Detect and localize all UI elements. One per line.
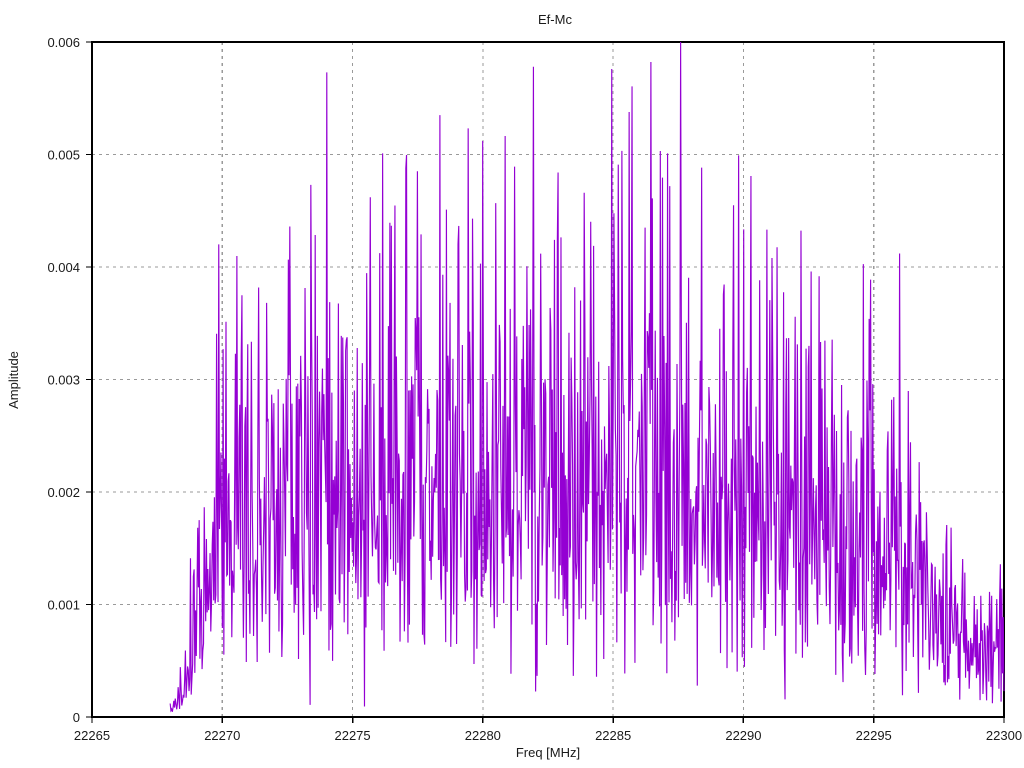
y-tick-label: 0.002: [47, 485, 80, 500]
y-tick-label: 0.003: [47, 373, 80, 388]
x-tick-label: 22275: [334, 728, 370, 743]
tick-marks: [86, 41, 1005, 723]
data-series-ef-mc: [169, 41, 1005, 713]
y-tick-label: 0.005: [47, 148, 80, 163]
x-tick-label: 22285: [595, 728, 631, 743]
x-tick-label: 22270: [204, 728, 240, 743]
x-tick-label: 22290: [725, 728, 761, 743]
x-axis-label: Freq [MHz]: [516, 745, 580, 760]
x-tick-label: 22295: [856, 728, 892, 743]
x-tick-label: 22280: [465, 728, 501, 743]
y-axis-tick-labels: 0 0.001 0.002 0.003 0.004 0.005 0.006: [47, 35, 80, 725]
x-axis-tick-labels: 22265 22270 22275 22280 22285 22290 22295 22300: [74, 728, 1022, 743]
x-tick-label: 22265: [74, 728, 110, 743]
plot-border: [91, 41, 1005, 718]
y-axis-label: Amplitude: [6, 351, 21, 409]
spectrum-trace: [169, 41, 1005, 713]
y-tick-label: 0.006: [47, 35, 80, 50]
x-tick-label: 22300: [986, 728, 1022, 743]
chart-title: Ef-Mc: [538, 12, 572, 27]
y-tick-label: 0: [73, 710, 80, 725]
y-tick-label: 0.001: [47, 598, 80, 613]
y-tick-label: 0.004: [47, 260, 80, 275]
